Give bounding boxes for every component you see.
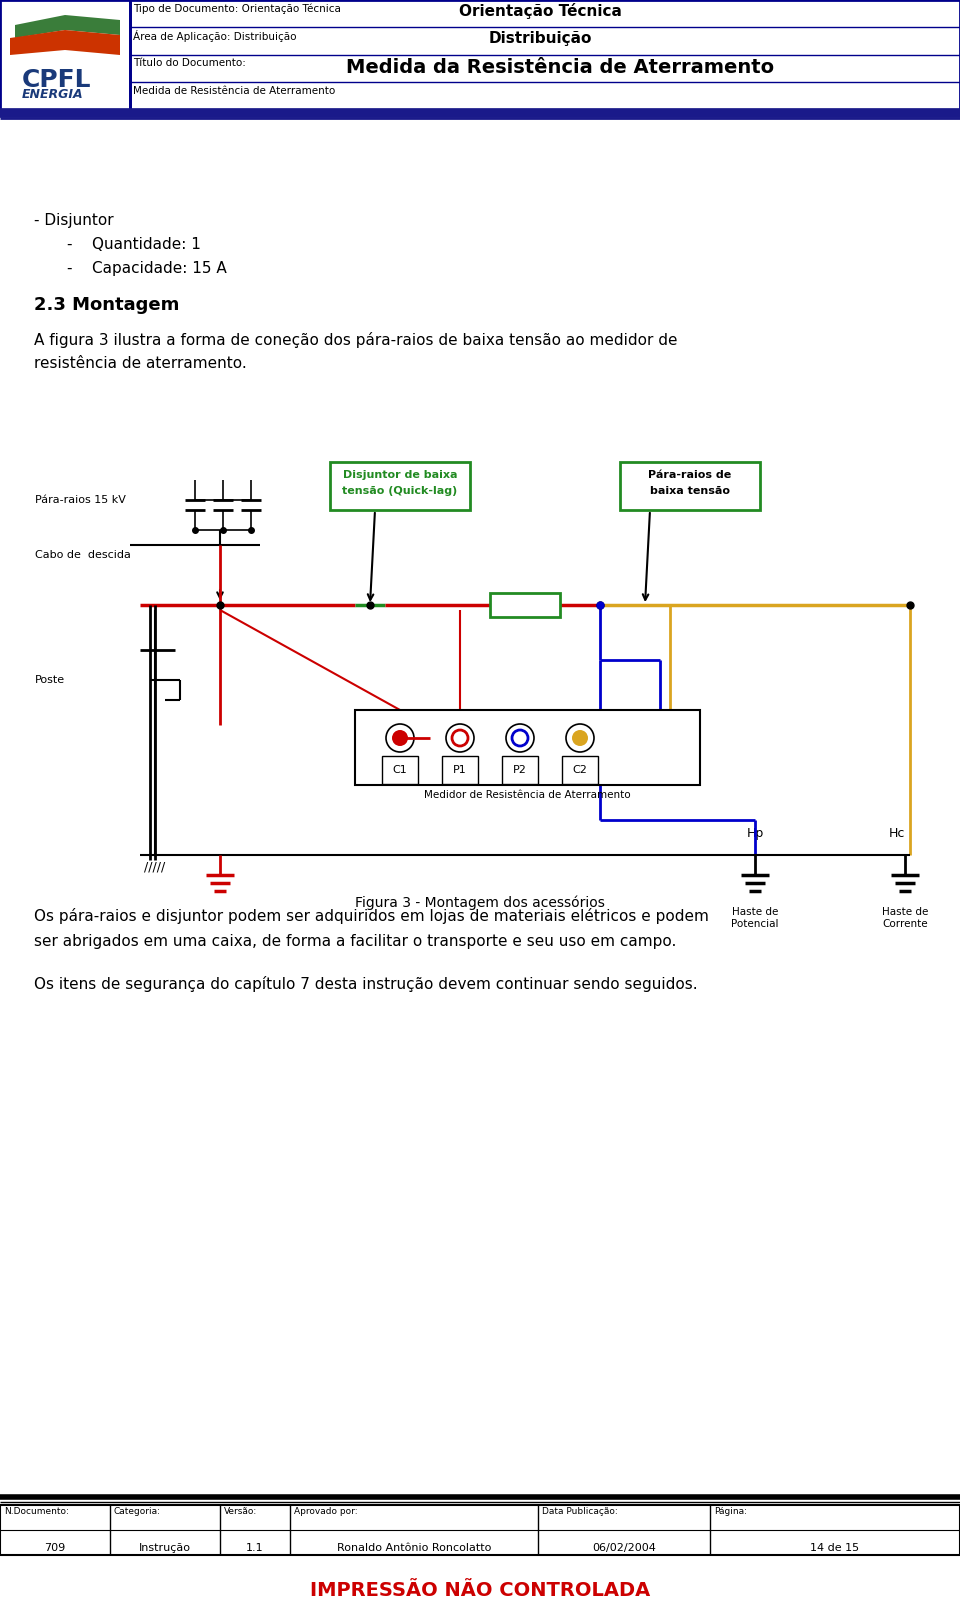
Polygon shape bbox=[10, 31, 120, 55]
Text: Data Publicação:: Data Publicação: bbox=[542, 1507, 617, 1517]
FancyBboxPatch shape bbox=[562, 757, 598, 784]
Text: Orientação Técnica: Orientação Técnica bbox=[459, 3, 621, 19]
Text: Página:: Página: bbox=[714, 1507, 747, 1517]
Text: 06/02/2004: 06/02/2004 bbox=[592, 1542, 656, 1554]
Text: C2: C2 bbox=[572, 765, 588, 774]
Text: 709: 709 bbox=[44, 1542, 65, 1554]
Text: Categoria:: Categoria: bbox=[114, 1507, 161, 1517]
Text: 14 de 15: 14 de 15 bbox=[810, 1542, 859, 1554]
Text: Hc: Hc bbox=[889, 828, 905, 840]
Polygon shape bbox=[15, 14, 120, 39]
Text: Tipo de Documento: Orientação Técnica: Tipo de Documento: Orientação Técnica bbox=[133, 3, 341, 13]
Text: ENERGIA: ENERGIA bbox=[22, 89, 84, 101]
Text: Poste: Poste bbox=[35, 675, 65, 684]
Text: -    Capacidade: 15 A: - Capacidade: 15 A bbox=[67, 261, 227, 275]
Text: Haste de
Corrente: Haste de Corrente bbox=[882, 906, 928, 929]
FancyBboxPatch shape bbox=[382, 757, 418, 784]
Text: Título do Documento:: Título do Documento: bbox=[133, 58, 246, 68]
FancyBboxPatch shape bbox=[502, 757, 538, 784]
Circle shape bbox=[566, 724, 594, 752]
Circle shape bbox=[506, 724, 534, 752]
Text: Haste de
Potencial: Haste de Potencial bbox=[732, 906, 779, 929]
Circle shape bbox=[392, 729, 408, 745]
Text: Os pára-raios e disjuntor podem ser adquiridos em lojas de materiais elétricos e: Os pára-raios e disjuntor podem ser adqu… bbox=[34, 908, 708, 924]
FancyBboxPatch shape bbox=[330, 462, 470, 510]
Text: A figura 3 ilustra a forma de coneção dos pára-raios de baixa tensão ao medidor : A figura 3 ilustra a forma de coneção do… bbox=[34, 332, 677, 348]
FancyBboxPatch shape bbox=[0, 1505, 960, 1555]
Text: tensão (Quick-lag): tensão (Quick-lag) bbox=[343, 486, 458, 496]
Circle shape bbox=[386, 724, 414, 752]
FancyBboxPatch shape bbox=[0, 0, 130, 109]
Text: CPFL: CPFL bbox=[22, 68, 91, 92]
Text: Cabo de  descida: Cabo de descida bbox=[35, 551, 131, 560]
FancyBboxPatch shape bbox=[490, 592, 560, 617]
Text: baixa tensão: baixa tensão bbox=[650, 486, 730, 496]
Text: Medida da Resistência de Aterramento: Medida da Resistência de Aterramento bbox=[346, 58, 774, 77]
Text: Distribuição: Distribuição bbox=[489, 31, 591, 45]
Text: Instrução: Instrução bbox=[139, 1542, 191, 1554]
Text: Medida de Resistência de Aterramento: Medida de Resistência de Aterramento bbox=[133, 85, 335, 95]
FancyBboxPatch shape bbox=[442, 757, 478, 784]
Text: - Disjuntor: - Disjuntor bbox=[34, 213, 113, 227]
Text: Hp: Hp bbox=[746, 828, 763, 840]
Text: Aprovado por:: Aprovado por: bbox=[294, 1507, 358, 1517]
Text: N.Documento:: N.Documento: bbox=[4, 1507, 69, 1517]
Text: ser abrigados em uma caixa, de forma a facilitar o transporte e seu uso em campo: ser abrigados em uma caixa, de forma a f… bbox=[34, 934, 676, 948]
FancyBboxPatch shape bbox=[620, 462, 760, 510]
Circle shape bbox=[512, 729, 528, 745]
Text: /////: ///// bbox=[144, 860, 166, 873]
Text: Área de Aplicação: Distribuição: Área de Aplicação: Distribuição bbox=[133, 31, 297, 42]
Text: 1.1: 1.1 bbox=[246, 1542, 264, 1554]
Text: 2.3 Montagem: 2.3 Montagem bbox=[34, 296, 179, 314]
Text: Pára-raios 15 kV: Pára-raios 15 kV bbox=[35, 494, 126, 506]
Text: IMPRESSÃO NÃO CONTROLADA: IMPRESSÃO NÃO CONTROLADA bbox=[310, 1581, 650, 1599]
Text: Ronaldo Antônio Roncolatto: Ronaldo Antônio Roncolatto bbox=[337, 1542, 492, 1554]
Circle shape bbox=[572, 729, 588, 745]
FancyBboxPatch shape bbox=[0, 0, 960, 109]
Text: -    Quantidade: 1: - Quantidade: 1 bbox=[67, 237, 201, 251]
Text: C1: C1 bbox=[393, 765, 407, 774]
Text: Versão:: Versão: bbox=[224, 1507, 257, 1517]
Text: resistência de aterramento.: resistência de aterramento. bbox=[34, 356, 247, 370]
Text: Medidor de Resistência de Aterramento: Medidor de Resistência de Aterramento bbox=[424, 791, 631, 800]
Text: Pára-raios de: Pára-raios de bbox=[648, 470, 732, 480]
Text: Os itens de segurança do capítulo 7 desta instrução devem continuar sendo seguid: Os itens de segurança do capítulo 7 dest… bbox=[34, 976, 697, 992]
Text: Figura 3 - Montagem dos acessórios: Figura 3 - Montagem dos acessórios bbox=[355, 895, 605, 910]
Circle shape bbox=[446, 724, 474, 752]
Circle shape bbox=[452, 729, 468, 745]
Text: P1: P1 bbox=[453, 765, 467, 774]
Text: Disjuntor de baixa: Disjuntor de baixa bbox=[343, 470, 457, 480]
FancyBboxPatch shape bbox=[355, 710, 700, 786]
Text: P2: P2 bbox=[513, 765, 527, 774]
